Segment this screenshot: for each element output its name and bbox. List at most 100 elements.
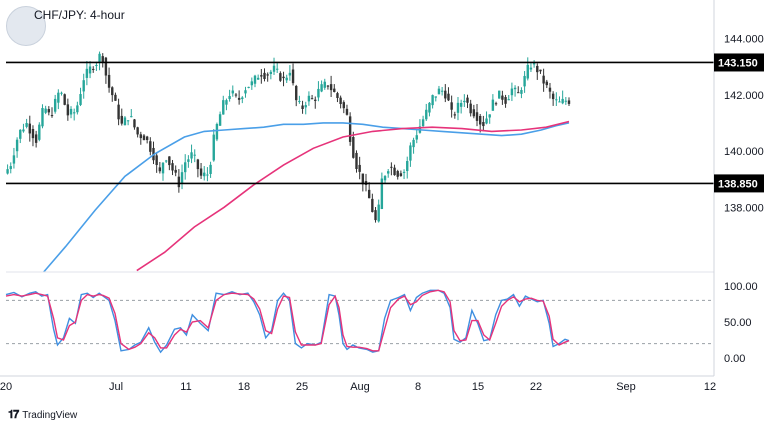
- candle-body: [475, 112, 479, 121]
- candle-body: [114, 94, 117, 101]
- candle-body: [469, 103, 472, 114]
- stochastic-tick-label: 50.00: [724, 317, 752, 329]
- candle-body: [101, 56, 104, 63]
- candle-body: [380, 178, 384, 209]
- candle-body: [104, 57, 108, 76]
- candle-body: [263, 72, 266, 80]
- candle-body: [288, 72, 292, 76]
- candle-body: [218, 114, 222, 126]
- candle-body: [190, 152, 193, 159]
- support-level-tag: [714, 174, 764, 193]
- candle-body: [399, 173, 403, 176]
- candle-body: [298, 100, 301, 102]
- candle-body: [517, 92, 520, 94]
- candle-body: [126, 120, 130, 122]
- candle-body: [285, 77, 288, 81]
- candle-body: [234, 94, 238, 96]
- candle-body: [41, 108, 44, 127]
- candle-body: [415, 135, 418, 140]
- candle-body: [174, 169, 177, 173]
- candle-body: [222, 100, 225, 115]
- candle-body: [558, 101, 561, 103]
- candle-body: [117, 104, 120, 120]
- time-tick-label: 11: [180, 381, 191, 393]
- support-level-label: 138.850: [718, 178, 758, 190]
- candle-body: [25, 123, 28, 127]
- candle-body: [463, 100, 466, 103]
- candle-body: [247, 86, 250, 88]
- candle-body: [520, 90, 523, 94]
- candle-body: [478, 116, 482, 125]
- candle-body: [551, 93, 555, 100]
- candle-body: [390, 166, 393, 168]
- candle-body: [409, 145, 412, 161]
- candle-body: [339, 97, 342, 105]
- time-tick-label: 15: [472, 381, 484, 393]
- candle-body: [72, 112, 76, 114]
- time-tick-label: Jul: [109, 381, 123, 393]
- candle-body: [209, 164, 212, 174]
- candle-body: [345, 108, 349, 115]
- candle-body: [164, 160, 168, 162]
- candle-body: [431, 95, 434, 106]
- candle-body: [561, 98, 564, 104]
- candle-body: [425, 109, 428, 120]
- candle-body: [456, 102, 460, 113]
- candle-body: [193, 154, 196, 156]
- candle-body: [326, 85, 330, 87]
- candle-body: [539, 69, 542, 72]
- candle-body: [136, 127, 139, 135]
- candle-body: [529, 67, 533, 70]
- candle-body: [348, 116, 352, 142]
- candle-body: [491, 99, 495, 111]
- candle-body: [231, 90, 234, 94]
- candle-body: [177, 176, 181, 188]
- time-tick-label: 25: [296, 381, 308, 393]
- candle-body: [130, 116, 133, 118]
- candle-body: [393, 167, 396, 176]
- candle-body: [60, 92, 63, 94]
- time-tick-label: Sep: [616, 381, 636, 393]
- tradingview-branding[interactable]: 𝟏𝟕 TradingView: [8, 409, 77, 422]
- candle-body: [107, 74, 111, 88]
- candle-body: [76, 105, 79, 113]
- candle-body: [15, 139, 19, 152]
- candle-body: [187, 159, 190, 162]
- candle-body: [358, 164, 361, 172]
- candle-body: [352, 137, 355, 158]
- candle-body: [34, 134, 38, 143]
- candle-body: [453, 114, 457, 116]
- price-tick-label: 142.000: [724, 90, 764, 102]
- candle-body: [371, 198, 374, 212]
- candle-body: [387, 171, 390, 174]
- candle-body: [323, 81, 326, 88]
- candle-body: [329, 84, 333, 91]
- candle-body: [269, 71, 273, 74]
- candle-body: [355, 152, 358, 169]
- candle-body: [123, 117, 127, 126]
- candle-body: [237, 97, 241, 100]
- tradingview-label: TradingView: [22, 410, 78, 421]
- candle-body: [320, 84, 323, 92]
- candle-body: [57, 92, 60, 103]
- candle-body: [111, 87, 114, 96]
- candle-body: [168, 156, 171, 166]
- candle-body: [250, 81, 254, 86]
- candle-body: [92, 68, 95, 70]
- candle-body: [314, 99, 317, 101]
- candle-body: [402, 171, 406, 173]
- candle-body: [472, 109, 476, 117]
- time-tick-label: 20: [0, 381, 12, 393]
- candle-body: [158, 167, 162, 172]
- candle-body: [396, 171, 399, 177]
- time-tick-label: 8: [415, 381, 421, 393]
- candle-body: [19, 129, 22, 139]
- candle-body: [215, 124, 219, 140]
- candle-body: [307, 95, 311, 102]
- candle-body: [342, 102, 345, 109]
- candle-body: [567, 100, 571, 104]
- moving-average-fast-line: [43, 122, 570, 273]
- candle-body: [260, 75, 263, 77]
- candle-body: [88, 66, 92, 74]
- candle-body: [507, 99, 510, 101]
